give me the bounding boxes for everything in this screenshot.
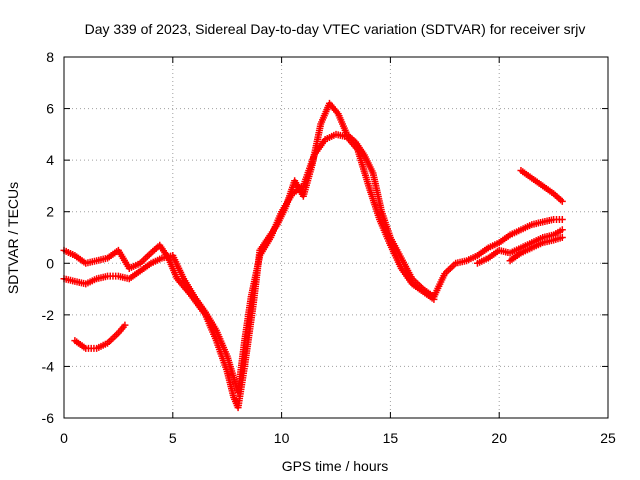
plot-frame — [63, 56, 609, 419]
y-tick-label: 8 — [46, 49, 54, 65]
y-tick-label: 2 — [46, 204, 54, 220]
chart-title: Day 339 of 2023, Sidereal Day-to-day VTE… — [85, 21, 586, 37]
data-point — [558, 226, 566, 234]
y-tick-label: 4 — [46, 152, 54, 168]
x-tick-label: 5 — [169, 430, 177, 446]
x-tick-label: 20 — [491, 430, 507, 446]
series-track-6 — [506, 234, 566, 265]
y-tick-label: 0 — [46, 255, 54, 271]
data-point — [558, 234, 566, 241]
x-tick-label: 10 — [274, 430, 290, 446]
series-track-2 — [60, 130, 438, 396]
data-points — [60, 99, 566, 412]
x-tick-label: 15 — [383, 430, 399, 446]
data-point — [558, 215, 566, 223]
y-tick-label: 6 — [46, 101, 54, 117]
y-tick-label: -2 — [42, 307, 55, 323]
x-tick-label: 0 — [60, 430, 68, 446]
series-track-7 — [517, 166, 566, 205]
axis-ticks: 0 5 10 15 20 25 -6 -4 -2 0 2 4 6 8 — [42, 49, 616, 446]
series-track-3 — [71, 321, 129, 352]
series-track-4 — [430, 215, 566, 301]
data-point — [558, 197, 566, 205]
x-tick-label: 25 — [600, 430, 616, 446]
x-axis-label: GPS time / hours — [282, 458, 389, 474]
y-tick-label: -4 — [42, 358, 55, 374]
y-axis-label: SDTVAR / TECUs — [5, 182, 21, 294]
data-point — [121, 321, 129, 329]
y-tick-label: -6 — [42, 410, 55, 426]
